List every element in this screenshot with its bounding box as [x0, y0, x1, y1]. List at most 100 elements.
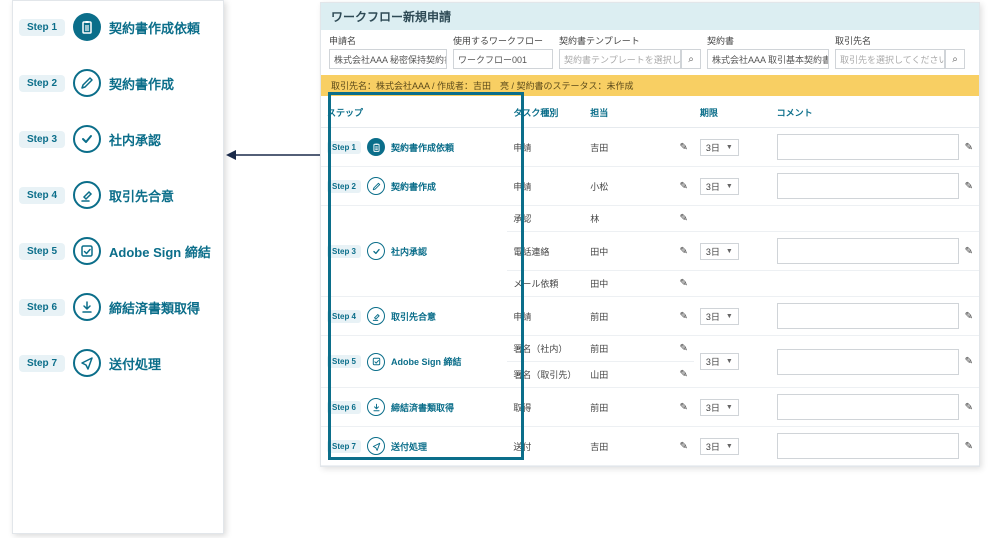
- comment-cell: [771, 206, 979, 232]
- chevron-down-icon: ▼: [726, 404, 733, 411]
- assignee-cell: 前田 ✎: [584, 297, 694, 336]
- step-row-5[interactable]: Step 5 Adobe Sign 締結: [19, 237, 217, 265]
- duration-select[interactable]: 3日▼: [700, 139, 739, 156]
- step-row-4[interactable]: Step 4 取引先合意: [19, 181, 217, 209]
- edit-assignee-icon[interactable]: ✎: [679, 311, 687, 322]
- edit-assignee-icon[interactable]: ✎: [679, 343, 687, 354]
- col-header-1: タスク種別: [507, 96, 584, 128]
- step-label: 送付処理: [391, 440, 427, 453]
- clipboard-icon: [367, 138, 385, 156]
- step-pill: Step 1: [19, 19, 65, 36]
- duration-cell: 3日▼: [694, 336, 771, 388]
- edit-comment-icon[interactable]: ✎: [965, 246, 973, 257]
- edit-assignee-icon[interactable]: ✎: [679, 213, 687, 224]
- duration-select[interactable]: 3日▼: [700, 399, 739, 416]
- step-label: 社内承認: [391, 245, 427, 258]
- step-label: Adobe Sign 締結: [109, 242, 211, 261]
- duration-select[interactable]: 3日▼: [700, 243, 739, 260]
- comment-cell: ✎: [771, 427, 979, 466]
- duration-cell: 3日▼: [694, 388, 771, 427]
- download-icon: [73, 293, 101, 321]
- gavel-icon: [367, 307, 385, 325]
- step-cell: Step 6 締結済書類取得: [321, 388, 507, 427]
- step-cell: Step 5 Adobe Sign 締結: [321, 336, 507, 388]
- duration-select[interactable]: 3日▼: [700, 438, 739, 455]
- duration-select[interactable]: 3日▼: [700, 353, 739, 370]
- edit-comment-icon[interactable]: ✎: [965, 441, 973, 452]
- duration-select[interactable]: 3日▼: [700, 178, 739, 195]
- search-icon[interactable]: ⌕: [945, 49, 965, 69]
- field-input[interactable]: 株式会社AAA 取引基本契約書: [707, 49, 829, 69]
- field-label: 使用するワークフロー: [453, 34, 553, 47]
- search-icon[interactable]: ⌕: [681, 49, 701, 69]
- assignee-cell: 前田 ✎: [584, 336, 694, 362]
- edit-assignee-icon[interactable]: ✎: [679, 246, 687, 257]
- edit-assignee-icon[interactable]: ✎: [679, 278, 687, 289]
- assignee-cell: 吉田 ✎: [584, 128, 694, 167]
- comment-input[interactable]: [777, 173, 959, 199]
- duration-cell: 3日▼: [694, 128, 771, 167]
- step-row-2[interactable]: Step 2 契約書作成: [19, 69, 217, 97]
- comment-input[interactable]: [777, 394, 959, 420]
- signed-icon: [73, 237, 101, 265]
- step-cell: Step 4 取引先合意: [321, 297, 507, 336]
- field-label: 契約書: [707, 34, 829, 47]
- comment-cell: ✎: [771, 128, 979, 167]
- comment-cell: ✎: [771, 167, 979, 206]
- field-input[interactable]: ワークフロー001: [453, 49, 553, 69]
- step-pill: Step 3: [327, 245, 361, 258]
- step-label: 契約書作成: [391, 180, 436, 193]
- duration-cell: 3日▼: [694, 427, 771, 466]
- edit-comment-icon[interactable]: ✎: [965, 142, 973, 153]
- chevron-down-icon: ▼: [726, 443, 733, 450]
- form-fields-row: 申請名 株式会社AAA 秘密保持契約書 使用するワークフロー ワークフロー001…: [321, 30, 979, 75]
- step-label: 締結済書類取得: [391, 401, 454, 414]
- field-input[interactable]: 株式会社AAA 秘密保持契約書: [329, 49, 447, 69]
- edit-assignee-icon[interactable]: ✎: [679, 181, 687, 192]
- edit-assignee-icon[interactable]: ✎: [679, 402, 687, 413]
- duration-cell: [694, 271, 771, 297]
- assignee-cell: 田中 ✎: [584, 271, 694, 297]
- step-cell: Step 3 社内承認: [321, 206, 507, 297]
- comment-input[interactable]: [777, 433, 959, 459]
- table-row: Step 5 Adobe Sign 締結 署名（社内） 前田 ✎ 3日▼ ✎: [321, 336, 979, 362]
- workflow-table: ステップタスク種別担当期限コメント Step 1 契約書作成依頼 申請 吉田 ✎…: [321, 96, 979, 466]
- step-ladder-panel: Step 1 契約書作成依頼 Step 2 契約書作成 Step 3 社内承認 …: [12, 0, 224, 534]
- step-label: 契約書作成依頼: [109, 18, 200, 37]
- task-cell: 申請: [507, 297, 584, 336]
- chevron-down-icon: ▼: [726, 183, 733, 190]
- edit-comment-icon[interactable]: ✎: [965, 356, 973, 367]
- chevron-down-icon: ▼: [726, 358, 733, 365]
- edit-comment-icon[interactable]: ✎: [965, 311, 973, 322]
- comment-input[interactable]: [777, 349, 959, 375]
- comment-input[interactable]: [777, 238, 959, 264]
- step-row-1[interactable]: Step 1 契約書作成依頼: [19, 13, 217, 41]
- field-input[interactable]: 契約書テンプレートを選択し: [559, 49, 681, 69]
- form-field-0: 申請名 株式会社AAA 秘密保持契約書: [329, 34, 447, 69]
- duration-select[interactable]: 3日▼: [700, 308, 739, 325]
- comment-input[interactable]: [777, 303, 959, 329]
- edit-comment-icon[interactable]: ✎: [965, 181, 973, 192]
- step-label: Adobe Sign 締結: [391, 355, 462, 368]
- task-cell: 署名（社内）: [507, 336, 584, 362]
- edit-assignee-icon[interactable]: ✎: [679, 142, 687, 153]
- table-row: Step 4 取引先合意 申請 前田 ✎ 3日▼ ✎: [321, 297, 979, 336]
- edit-assignee-icon[interactable]: ✎: [679, 369, 687, 380]
- assignee-cell: 前田 ✎: [584, 388, 694, 427]
- form-field-3: 契約書 株式会社AAA 取引基本契約書: [707, 34, 829, 69]
- send-icon: [73, 349, 101, 377]
- step-pill: Step 7: [19, 355, 65, 372]
- step-label: 取引先合意: [391, 310, 436, 323]
- field-input[interactable]: 取引先を選択してください: [835, 49, 945, 69]
- duration-cell: 3日▼: [694, 167, 771, 206]
- comment-input[interactable]: [777, 134, 959, 160]
- task-cell: 申請: [507, 128, 584, 167]
- step-pill: Step 5: [327, 355, 361, 368]
- edit-comment-icon[interactable]: ✎: [965, 402, 973, 413]
- step-pill: Step 4: [327, 310, 361, 323]
- step-row-7[interactable]: Step 7 送付処理: [19, 349, 217, 377]
- step-row-6[interactable]: Step 6 締結済書類取得: [19, 293, 217, 321]
- step-row-3[interactable]: Step 3 社内承認: [19, 125, 217, 153]
- step-pill: Step 1: [327, 141, 361, 154]
- edit-assignee-icon[interactable]: ✎: [679, 441, 687, 452]
